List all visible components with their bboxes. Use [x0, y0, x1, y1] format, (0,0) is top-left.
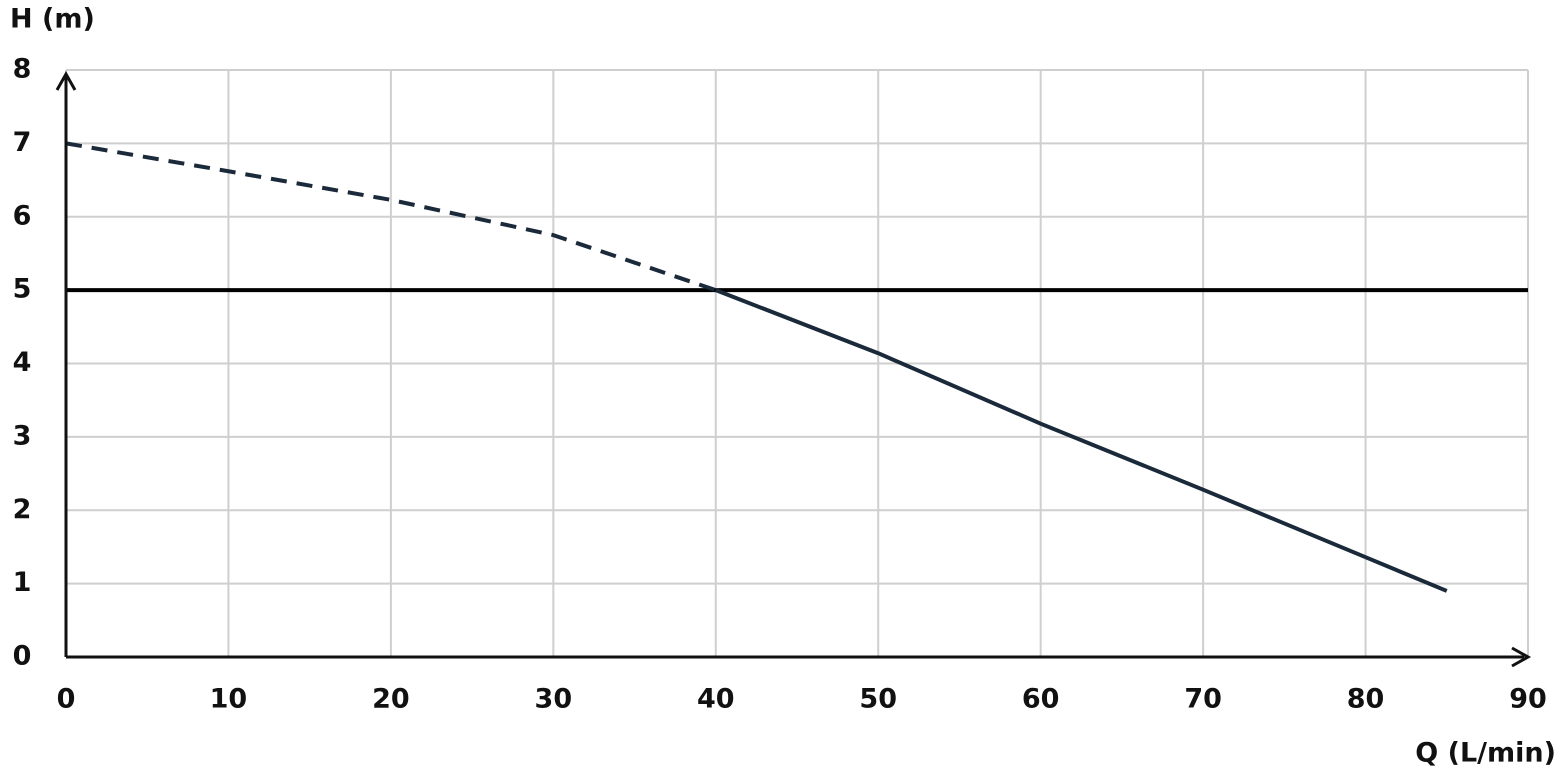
y-tick-label: 6 [13, 200, 32, 231]
y-tick-label: 4 [13, 347, 32, 378]
x-tick-label: 60 [1022, 684, 1060, 715]
x-tick-label: 20 [372, 684, 410, 715]
y-axis-label: H (m) [10, 4, 95, 35]
x-axis-label: Q (L/min) [1415, 738, 1556, 769]
y-tick-label: 8 [13, 54, 32, 85]
x-tick-label: 40 [697, 684, 735, 715]
y-tick-label: 2 [13, 494, 32, 525]
x-axis-arrow [1511, 646, 1532, 668]
x-tick-label: 70 [1184, 684, 1222, 715]
y-tick-label: 5 [13, 274, 32, 305]
curve [65, 141, 717, 293]
x-tick-label: 30 [535, 684, 573, 715]
curve [715, 288, 1448, 593]
x-tick-label: 80 [1347, 684, 1385, 715]
y-tick-label: 7 [13, 127, 32, 158]
y-tick-label: 3 [13, 420, 32, 451]
x-tick-label: 90 [1509, 684, 1547, 715]
y-tick-label: 0 [13, 641, 32, 672]
y-tick-label: 1 [13, 567, 32, 598]
x-tick-label: 50 [859, 684, 897, 715]
x-tick-label: 10 [210, 684, 248, 715]
x-tick-label: 0 [57, 684, 76, 715]
y-axis-arrow [55, 70, 77, 91]
